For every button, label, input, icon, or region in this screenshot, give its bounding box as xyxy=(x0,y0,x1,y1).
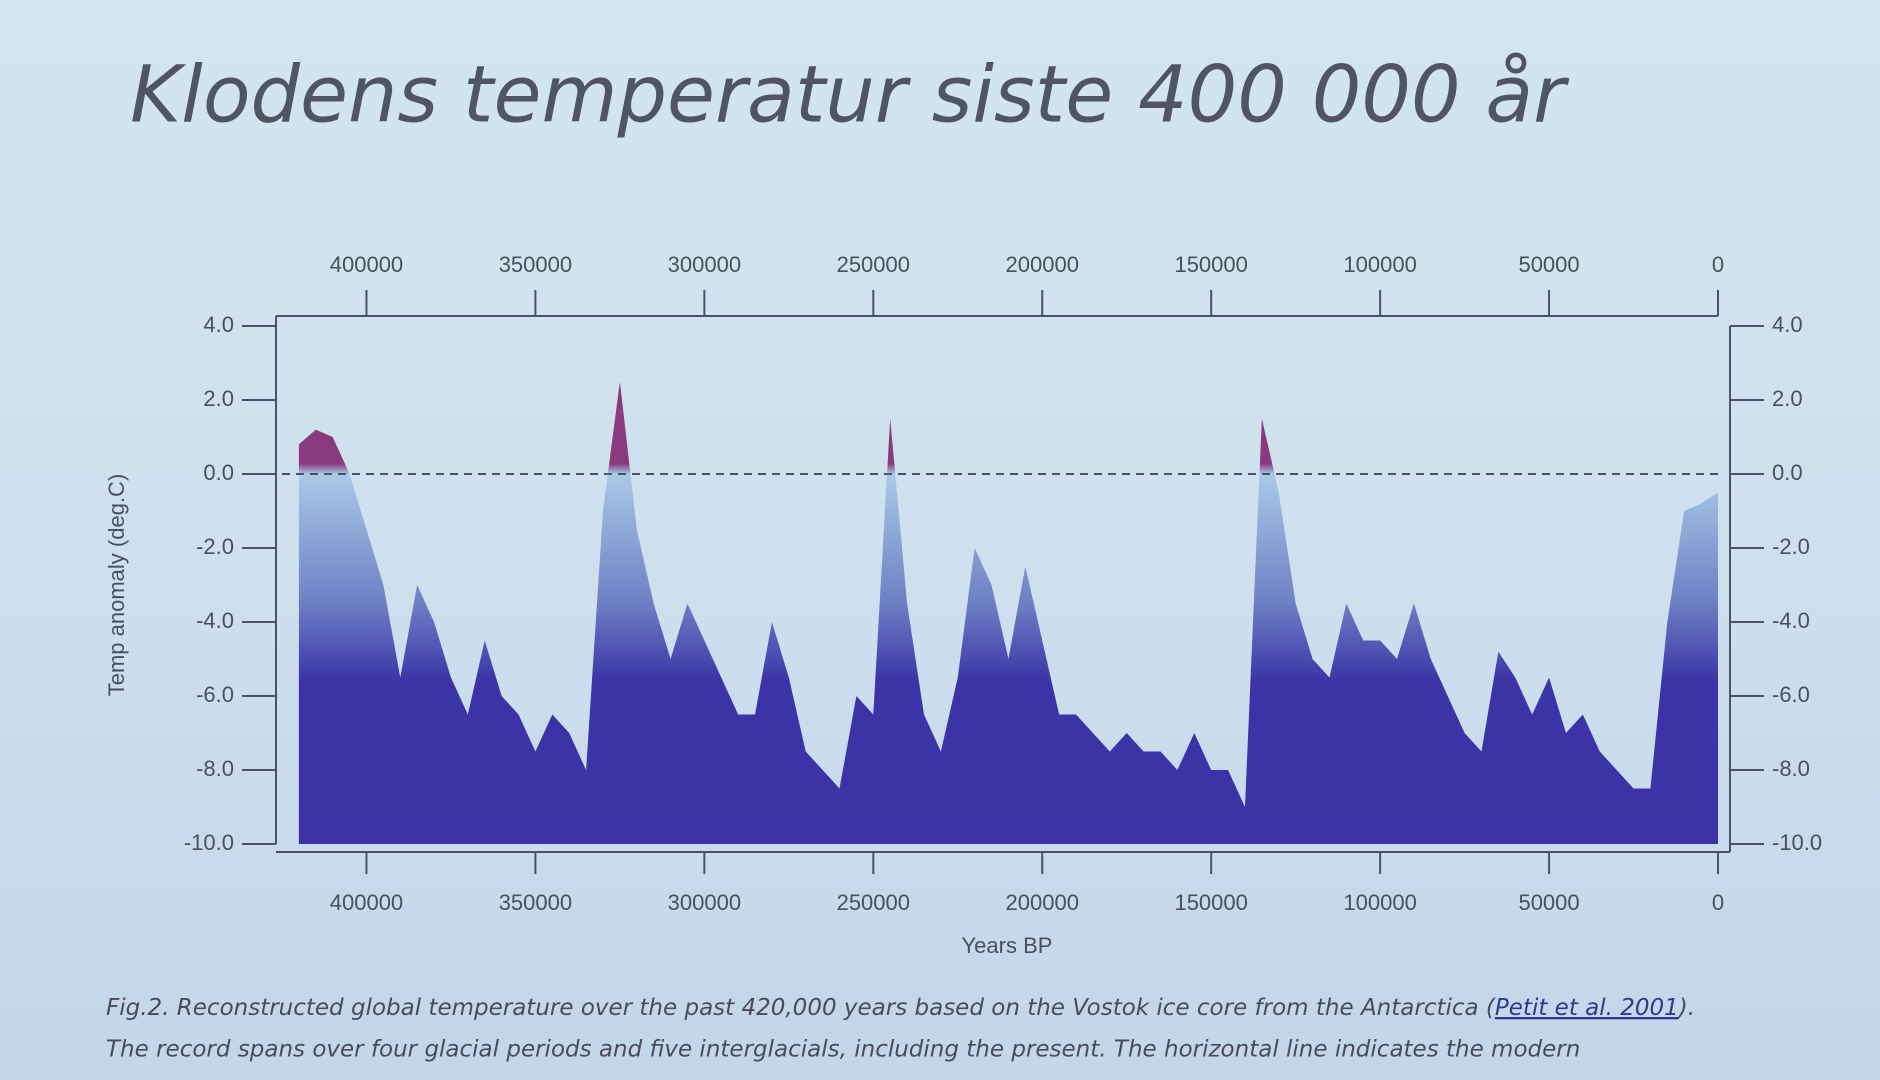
top-x-tick-label: 100000 xyxy=(1343,252,1416,277)
y-axis-label: Temp anomaly (deg.C) xyxy=(104,474,129,697)
temperature-area xyxy=(298,381,1719,844)
top-x-tick-label: 250000 xyxy=(837,252,910,277)
x-tick-label: 200000 xyxy=(1006,890,1079,915)
caption-text: ). xyxy=(1677,995,1695,1021)
x-axis-label: Years BP xyxy=(962,933,1053,958)
top-x-tick-label: 400000 xyxy=(330,252,403,277)
top-x-tick-label: 300000 xyxy=(668,252,741,277)
top-x-tick-label: 0 xyxy=(1712,252,1724,277)
y2-tick-label: 4.0 xyxy=(1772,312,1803,337)
x-tick-label: 350000 xyxy=(499,890,572,915)
y2-tick-label: -6.0 xyxy=(1772,682,1810,707)
y2-tick-label: -10.0 xyxy=(1772,830,1822,855)
y-tick-label: -2.0 xyxy=(196,534,234,559)
top-x-tick-label: 200000 xyxy=(1006,252,1079,277)
top-x-tick-label: 350000 xyxy=(499,252,572,277)
top-x-tick-label: 150000 xyxy=(1174,252,1247,277)
y2-tick-label: -8.0 xyxy=(1772,756,1810,781)
x-tick-label: 100000 xyxy=(1343,890,1416,915)
x-tick-label: 150000 xyxy=(1174,890,1247,915)
caption-link[interactable]: Petit et al. 2001 xyxy=(1495,995,1679,1021)
y-tick-label: 2.0 xyxy=(203,386,234,411)
y2-tick-label: 2.0 xyxy=(1772,386,1803,411)
y-tick-label: -6.0 xyxy=(196,682,234,707)
caption-text: Fig.2. Reconstructed global temperature … xyxy=(106,995,1496,1021)
top-x-tick-label: 50000 xyxy=(1518,252,1579,277)
y-tick-label: -8.0 xyxy=(196,756,234,781)
x-tick-label: 250000 xyxy=(837,890,910,915)
slide-title: Klodens temperatur siste 400 000 år xyxy=(130,50,1570,140)
x-tick-label: 0 xyxy=(1712,890,1724,915)
x-tick-label: 50000 xyxy=(1518,890,1579,915)
x-tick-label: 300000 xyxy=(668,890,741,915)
caption-line: Fig.2. Reconstructed global temperature … xyxy=(106,995,1695,1021)
y-tick-label: -4.0 xyxy=(196,608,234,633)
y2-tick-label: -2.0 xyxy=(1772,534,1810,559)
x-tick-label: 400000 xyxy=(330,890,403,915)
y-tick-label: 0.0 xyxy=(203,460,234,485)
y-tick-label: 4.0 xyxy=(203,312,234,337)
y2-tick-label: -4.0 xyxy=(1772,608,1810,633)
y2-tick-label: 0.0 xyxy=(1772,460,1803,485)
caption-line: The record spans over four glacial perio… xyxy=(106,1037,1580,1063)
y-tick-label: -10.0 xyxy=(184,830,234,855)
